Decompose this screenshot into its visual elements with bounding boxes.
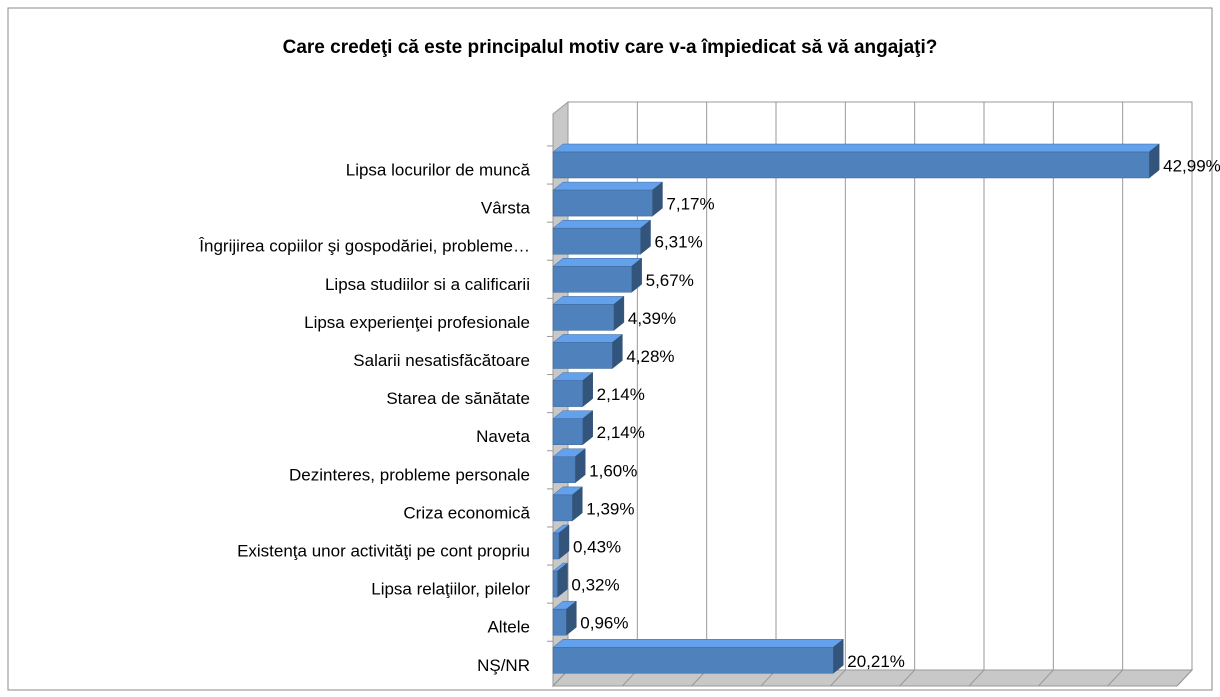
grid-line: [1037, 669, 1054, 687]
y-tick-label: Starea de sănătate: [386, 389, 530, 408]
data-label: 2,14%: [597, 423, 645, 442]
grid-line: [1176, 669, 1193, 687]
bar: [552, 227, 641, 255]
data-label: 5,67%: [646, 271, 694, 290]
y-tick-label: Dezinteres, probleme personale: [289, 465, 530, 484]
grid-line: [1107, 669, 1124, 687]
bar: [552, 570, 558, 598]
chart-title: Care credeţi că este principalul motiv c…: [283, 37, 938, 58]
y-tick-label: Salarii nesatisfăcătoare: [353, 351, 530, 370]
y-tick-label: Existenţa unor activităţi pe cont propri…: [237, 541, 530, 560]
data-label: 0,32%: [571, 576, 619, 595]
data-label: 0,96%: [580, 614, 628, 633]
bar: [552, 151, 1150, 179]
y-tick-label: Lipsa studiilor si a calificarii: [325, 275, 530, 294]
grid-line: [899, 669, 916, 687]
bar: [552, 266, 632, 293]
bar-top: [552, 296, 625, 305]
data-label: 4,39%: [628, 309, 676, 328]
bar: [552, 494, 573, 522]
bar: [552, 418, 583, 445]
data-label: 20,21%: [847, 652, 905, 671]
data-label: 4,28%: [626, 347, 674, 366]
bar: [552, 189, 653, 217]
y-tick-label: Naveta: [476, 427, 530, 446]
bar: [552, 456, 576, 484]
data-label: 42,99%: [1163, 156, 1220, 175]
bar-top: [552, 143, 1160, 153]
data-label: 7,17%: [666, 195, 714, 214]
data-label: 1,39%: [586, 499, 634, 518]
bar-top: [552, 258, 643, 267]
grid-line: [829, 669, 846, 687]
bar: [552, 532, 560, 560]
y-tick-label: Lipsa locurilor de muncă: [346, 160, 531, 179]
y-tick-label: Lipsa experienţei profesionale: [304, 313, 530, 332]
bar-top: [552, 181, 664, 191]
data-label: 6,31%: [654, 233, 702, 252]
bar-top: [552, 334, 624, 343]
y-tick-label: Lipsa relaţiilor, pilelor: [371, 580, 530, 599]
bar: [552, 380, 583, 407]
y-tick-label: Vârsta: [481, 199, 531, 218]
y-tick-label: Criza economică: [403, 503, 530, 522]
back-wall: [567, 101, 1193, 671]
bar-top: [552, 219, 652, 229]
grid-line: [968, 669, 985, 687]
bar: [552, 342, 613, 369]
y-tick-label: Îngrijirea copiilor şi gospodăriei, prob…: [198, 237, 530, 256]
data-label: 0,43%: [573, 537, 621, 556]
bar: [552, 647, 834, 674]
data-label: 2,14%: [597, 385, 645, 404]
y-tick-label: Altele: [487, 618, 530, 637]
bar-top: [552, 639, 844, 648]
data-label: 1,60%: [589, 461, 637, 480]
bar: [552, 304, 615, 331]
y-tick-label: NŞ/NR: [477, 656, 530, 675]
bar: [552, 608, 567, 636]
